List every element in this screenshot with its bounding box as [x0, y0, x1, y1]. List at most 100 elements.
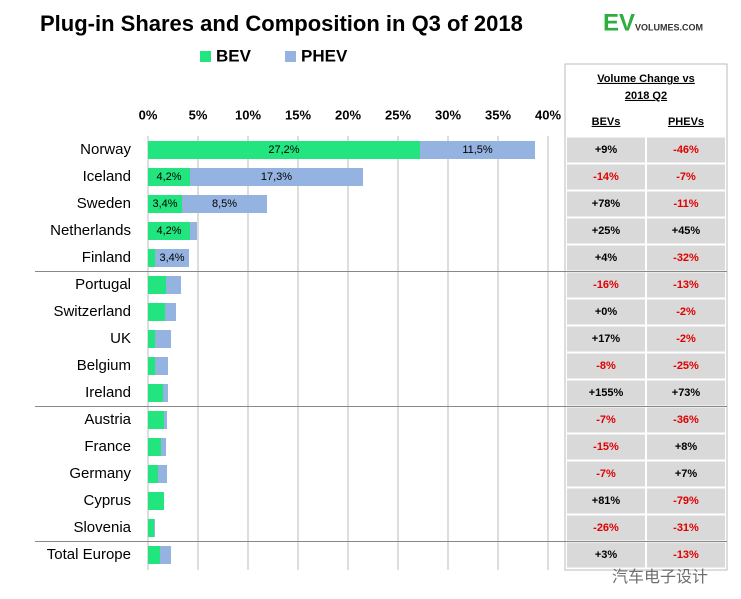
table-value: +9%	[595, 144, 618, 156]
bar	[420, 141, 535, 159]
y-tick-label: Finland	[82, 249, 131, 266]
bar	[154, 519, 155, 537]
bar	[160, 546, 171, 564]
y-tick-label: Portugal	[75, 276, 131, 293]
watermark: 汽车电子设计	[612, 568, 708, 586]
bar	[148, 276, 166, 294]
bar	[163, 384, 168, 402]
table-value: -14%	[593, 171, 619, 183]
table-cell	[647, 353, 725, 379]
y-tick-label: Cyprus	[83, 492, 131, 509]
table-value: -13%	[673, 549, 699, 561]
bar	[155, 249, 189, 267]
bar	[148, 357, 155, 375]
chart-title: Plug-in Shares and Composition in Q3 of …	[40, 11, 523, 36]
table-value: +7%	[675, 468, 698, 480]
table-value: +3%	[595, 549, 618, 561]
table-value: -36%	[673, 414, 699, 426]
x-tick-label: 30%	[435, 107, 461, 122]
table-cell	[567, 488, 645, 514]
table-cell	[567, 434, 645, 460]
bar	[155, 330, 171, 348]
bar	[148, 222, 190, 240]
table-cell	[567, 542, 645, 568]
table-value: -13%	[673, 279, 699, 291]
data-label: 11,5%	[462, 144, 493, 156]
table-cell	[647, 299, 725, 325]
legend-swatch	[285, 51, 296, 62]
y-tick-label: France	[84, 438, 131, 455]
table-header: 2018 Q2	[625, 90, 667, 102]
table-cell	[647, 461, 725, 487]
table-value: -11%	[673, 198, 698, 210]
bar	[155, 357, 168, 375]
table-cell	[647, 326, 725, 352]
y-tick-label: Ireland	[85, 384, 131, 401]
table-value: -31%	[673, 522, 699, 534]
x-tick-label: 25%	[385, 107, 411, 122]
bar	[165, 303, 176, 321]
table-cell	[647, 218, 725, 244]
table-value: +8%	[675, 441, 698, 453]
bar	[148, 195, 182, 213]
table-value: +78%	[592, 198, 621, 210]
table-value: +0%	[595, 306, 618, 318]
table-value: -79%	[673, 495, 699, 507]
table-value: -7%	[596, 414, 616, 426]
table-cell	[647, 245, 725, 271]
x-tick-label: 10%	[235, 107, 261, 122]
table-cell	[647, 488, 725, 514]
data-label: 4,2%	[156, 171, 181, 183]
table-column: BEVs	[592, 116, 621, 128]
table-value: -2%	[676, 306, 696, 318]
table-value: +17%	[592, 333, 621, 345]
bar	[182, 195, 267, 213]
data-label: 27,2%	[268, 144, 299, 156]
table-cell	[567, 353, 645, 379]
legend-label: BEV	[216, 46, 252, 65]
table-cell	[567, 380, 645, 406]
y-tick-label: Netherlands	[50, 222, 131, 239]
bar	[164, 411, 167, 429]
table-value: -15%	[593, 441, 619, 453]
x-tick-label: 40%	[535, 107, 561, 122]
table-value: -46%	[673, 144, 699, 156]
data-label: 17,3%	[261, 171, 292, 183]
table-cell	[567, 164, 645, 190]
table-cell	[567, 245, 645, 271]
table-cell	[567, 299, 645, 325]
table-cell	[647, 542, 725, 568]
table-value: -8%	[596, 360, 616, 372]
table-value: -2%	[676, 333, 696, 345]
table-value: -7%	[676, 171, 696, 183]
table-value: -26%	[593, 522, 619, 534]
table-cell	[647, 380, 725, 406]
bar	[148, 384, 163, 402]
y-tick-label: Switzerland	[53, 303, 131, 320]
logo-main: EV	[603, 9, 635, 36]
x-tick-label: 0%	[139, 107, 158, 122]
table-header: Volume Change vs	[597, 73, 695, 85]
table-value: -32%	[673, 252, 699, 264]
table-cell	[647, 434, 725, 460]
bar	[158, 465, 167, 483]
table-cell	[567, 191, 645, 217]
logo-sub: VOLUMES.COM	[635, 22, 703, 32]
data-label: 8,5%	[212, 198, 237, 210]
y-tick-label: Slovenia	[73, 519, 131, 536]
table-cell	[567, 218, 645, 244]
table-cell	[647, 164, 725, 190]
table-value: +4%	[595, 252, 618, 264]
bar	[148, 303, 165, 321]
y-tick-label: Iceland	[83, 168, 131, 185]
table-value: +155%	[589, 387, 624, 399]
bar	[161, 438, 166, 456]
bar	[148, 141, 420, 159]
bar	[190, 222, 197, 240]
table-cell	[647, 272, 725, 298]
table-value: -7%	[596, 468, 616, 480]
bar	[148, 519, 154, 537]
x-tick-label: 20%	[335, 107, 361, 122]
y-tick-label: Norway	[80, 141, 131, 158]
